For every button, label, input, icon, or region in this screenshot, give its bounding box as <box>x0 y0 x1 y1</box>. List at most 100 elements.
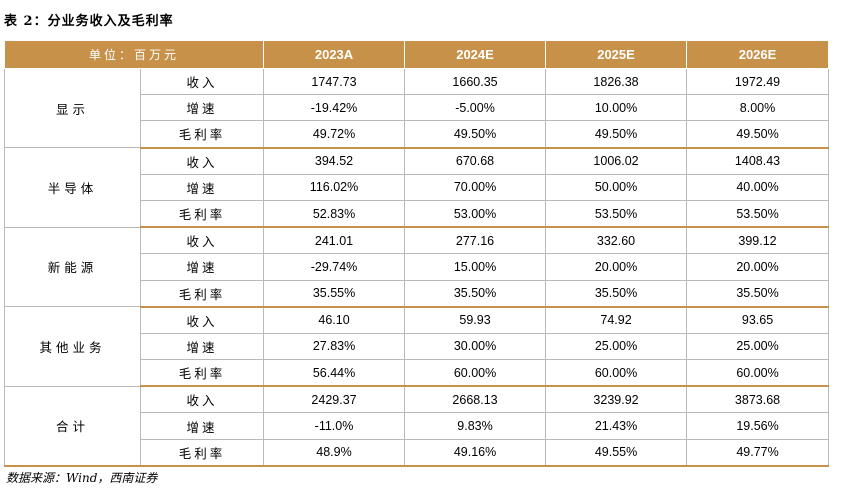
segment-name: 半导体 <box>4 147 141 228</box>
value-cell: 399.12 <box>686 226 830 255</box>
table-row: 增速 -19.42% -5.00% 10.00% 8.00% <box>5 94 830 122</box>
value-cell: -11.0% <box>263 412 406 440</box>
value-cell: 30.00% <box>404 332 547 361</box>
value-cell: 56.44% <box>263 359 406 388</box>
table-row: 新能源 收入 241.01 277.16 332.60 399.12 <box>4 226 830 308</box>
value-cell: 74.92 <box>545 306 688 334</box>
value-cell: 53.50% <box>686 199 830 229</box>
value-cell: 25.00% <box>686 332 830 361</box>
value-cell: 52.83% <box>263 199 406 229</box>
value-cell: 1826.38 <box>545 67 688 96</box>
value-cell: 2429.37 <box>263 385 406 414</box>
table-title: 表 2：分业务收入及毛利率 <box>4 14 174 29</box>
value-cell: 60.00% <box>404 359 547 388</box>
value-cell: 46.10 <box>263 306 406 334</box>
table-row: 增速 -11.0% 9.83% 21.43% 19.56% <box>5 412 830 440</box>
segment-name: 显示 <box>4 67 141 149</box>
value-cell: 53.00% <box>404 199 547 229</box>
value-cell: 93.65 <box>686 306 830 334</box>
value-cell: 49.77% <box>686 438 830 467</box>
value-cell: 277.16 <box>404 226 547 255</box>
metric-label: 增速 <box>139 332 265 361</box>
value-cell: 1408.43 <box>686 147 830 175</box>
value-cell: 49.50% <box>686 120 830 149</box>
table-body: 显示 收入 1747.73 1660.35 1826.38 1972.49 增速 -19.42… <box>4 67 830 467</box>
value-cell: 35.55% <box>263 279 406 308</box>
table-row: 毛利率 35.55% 35.50% 35.50% 35.50% <box>5 279 830 308</box>
table-row: 合计 收入 2429.37 2668.13 3239.92 3873.68 <box>4 385 830 467</box>
value-cell: 50.00% <box>545 173 688 201</box>
value-cell: 394.52 <box>263 147 406 175</box>
value-cell: 20.00% <box>545 253 688 281</box>
year-header: 2026E <box>686 40 830 69</box>
value-cell: 49.55% <box>545 438 688 467</box>
value-cell: 3239.92 <box>545 385 688 414</box>
value-cell: 35.50% <box>545 279 688 308</box>
metric-label: 增速 <box>139 253 265 281</box>
metric-label: 收入 <box>139 306 265 334</box>
value-cell: 48.9% <box>263 438 406 467</box>
value-cell: 49.72% <box>263 120 406 149</box>
year-header: 2023A <box>263 40 406 69</box>
metric-label: 毛利率 <box>139 279 265 308</box>
source-note: 数据来源：Wind，西南证券 <box>6 471 158 485</box>
year-header: 2024E <box>404 40 547 69</box>
value-cell: 9.83% <box>404 412 547 440</box>
value-cell: 19.56% <box>686 412 830 440</box>
table-row: 显示 收入 1747.73 1660.35 1826.38 1972.49 <box>4 67 830 149</box>
value-cell: 1747.73 <box>263 67 406 96</box>
value-cell: 1006.02 <box>545 147 688 175</box>
year-header: 2025E <box>545 40 688 69</box>
value-cell: 3873.68 <box>686 385 830 414</box>
metric-label: 毛利率 <box>139 120 265 149</box>
table-row: 半导体 收入 394.52 670.68 1006.02 1408.43 <box>4 147 830 228</box>
table-row: 毛利率 49.72% 49.50% 49.50% 49.50% <box>5 120 830 149</box>
value-cell: 59.93 <box>404 306 547 334</box>
segment-name: 其他业务 <box>4 306 141 387</box>
metric-label: 毛利率 <box>139 438 265 467</box>
metric-label: 收入 <box>139 385 265 414</box>
value-cell: 70.00% <box>404 173 547 201</box>
value-cell: 49.50% <box>545 120 688 149</box>
metric-label: 收入 <box>139 147 265 175</box>
value-cell: 8.00% <box>686 94 830 122</box>
segment-name: 新能源 <box>4 226 141 308</box>
segment-name: 合计 <box>4 385 141 467</box>
value-cell: -29.74% <box>263 253 406 281</box>
value-cell: 1972.49 <box>686 67 830 96</box>
value-cell: 241.01 <box>263 226 406 255</box>
value-cell: 60.00% <box>545 359 688 388</box>
value-cell: 2668.13 <box>404 385 547 414</box>
table-row: 其他业务 收入 46.10 59.93 74.92 93.65 <box>4 306 830 387</box>
value-cell: 53.50% <box>545 199 688 229</box>
table-row: 毛利率 48.9% 49.16% 49.55% 49.77% <box>5 438 830 467</box>
value-cell: 60.00% <box>686 359 830 388</box>
metric-label: 增速 <box>139 94 265 122</box>
value-cell: 1660.35 <box>404 67 547 96</box>
value-cell: 40.00% <box>686 173 830 201</box>
value-cell: 21.43% <box>545 412 688 440</box>
value-cell: 25.00% <box>545 332 688 361</box>
value-cell: -5.00% <box>404 94 547 122</box>
value-cell: 35.50% <box>686 279 830 308</box>
metric-label: 毛利率 <box>139 359 265 388</box>
metric-label: 收入 <box>139 67 265 96</box>
table-row: 毛利率 56.44% 60.00% 60.00% 60.00% <box>5 359 830 388</box>
table-row: 增速 -29.74% 15.00% 20.00% 20.00% <box>5 253 830 281</box>
value-cell: 670.68 <box>404 147 547 175</box>
value-cell: 35.50% <box>404 279 547 308</box>
value-cell: 49.16% <box>404 438 547 467</box>
value-cell: 49.50% <box>404 120 547 149</box>
business-revenue-table: 单位：百万元 2023A 2024E 2025E 2026E 显示 收入 1747.… <box>3 40 830 467</box>
unit-label: 单位：百万元 <box>3 40 265 69</box>
value-cell: 20.00% <box>686 253 830 281</box>
value-cell: 27.83% <box>263 332 406 361</box>
value-cell: 10.00% <box>545 94 688 122</box>
value-cell: 116.02% <box>263 173 406 201</box>
table-row: 毛利率 52.83% 53.00% 53.50% 53.50% <box>5 199 830 229</box>
value-cell: -19.42% <box>263 94 406 122</box>
metric-label: 增速 <box>139 173 265 201</box>
value-cell: 15.00% <box>404 253 547 281</box>
table-row: 增速 27.83% 30.00% 25.00% 25.00% <box>5 332 830 361</box>
value-cell: 332.60 <box>545 226 688 255</box>
